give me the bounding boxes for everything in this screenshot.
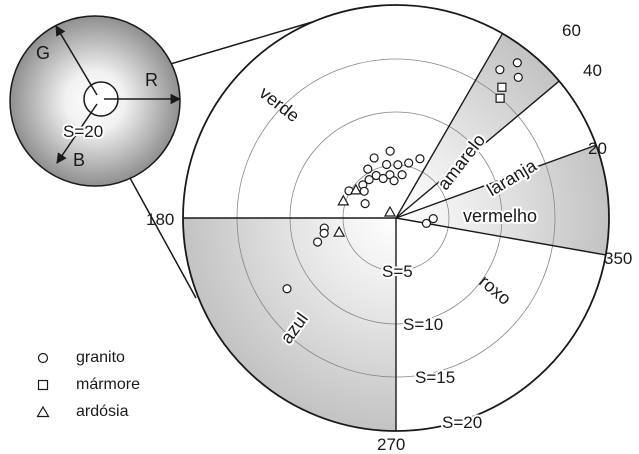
angle-label-350: 350 xyxy=(604,249,632,268)
angle-label-40: 40 xyxy=(583,61,602,80)
point-granito xyxy=(397,170,407,180)
point-ardosia xyxy=(333,225,346,237)
point-granito xyxy=(393,160,403,170)
sector-boundary-20 xyxy=(395,144,597,219)
polar-plot: 60 40 20 350 270 180 S=5 S=10 S=15 S=20 … xyxy=(146,4,632,454)
polar-outer-circle xyxy=(182,4,610,432)
angle-label-60: 60 xyxy=(562,21,581,40)
point-granito xyxy=(378,173,388,184)
point-granito xyxy=(415,154,425,164)
legend-item-granito: granito xyxy=(24,344,140,371)
sphere-axis-label-r: R xyxy=(145,70,158,90)
legend-label: mármore xyxy=(76,375,141,393)
point-granito xyxy=(385,146,395,156)
sphere-saturation-label: S=20 xyxy=(63,122,103,141)
sector-label-vermelho: vermelho xyxy=(463,206,537,226)
sector-shade-vermelho xyxy=(396,145,609,255)
point-ardosia xyxy=(337,194,350,206)
angle-label-180: 180 xyxy=(146,210,174,229)
sphere-axis-label-g: G xyxy=(36,43,50,63)
sector-boundary-60 xyxy=(395,33,504,219)
point-granito xyxy=(389,176,399,186)
point-granito xyxy=(359,186,369,196)
sample-points xyxy=(282,58,523,294)
sphere-axis-label-b: B xyxy=(73,150,85,170)
ring-label-s20: S=20 xyxy=(442,413,482,432)
point-granito xyxy=(513,72,523,82)
sector-shade-azul xyxy=(183,218,396,431)
point-granito xyxy=(495,65,505,75)
angle-label-270: 270 xyxy=(377,435,405,454)
point-granito xyxy=(282,284,292,294)
point-granito xyxy=(360,199,370,209)
legend-label: granito xyxy=(76,348,125,366)
circle-marker-icon xyxy=(24,351,62,365)
point-granito xyxy=(364,175,374,185)
point-marmore xyxy=(495,93,505,103)
legend-item-ardosia: ardósia xyxy=(24,398,140,425)
ring-label-s10: S=10 xyxy=(403,315,443,334)
sector-boundary-350 xyxy=(395,217,606,256)
point-ardosia xyxy=(383,205,396,217)
sector-boundary-40 xyxy=(395,80,560,219)
legend: granito mármore ardósia xyxy=(24,344,140,425)
point-granito xyxy=(404,158,414,168)
angle-label-20: 20 xyxy=(588,139,607,158)
point-granito xyxy=(369,153,379,163)
point-granito xyxy=(512,58,522,68)
point-granito xyxy=(319,228,329,238)
point-granito xyxy=(312,237,323,247)
sector-boundaries xyxy=(183,33,606,431)
triangle-marker-icon xyxy=(24,405,62,419)
point-granito xyxy=(381,159,392,170)
g-axis-arrow xyxy=(55,25,98,96)
point-granito xyxy=(428,214,438,224)
legend-item-marmore: mármore xyxy=(24,371,140,398)
square-marker-icon xyxy=(24,378,62,392)
ring-label-s15: S=15 xyxy=(415,368,455,387)
point-ardosia xyxy=(349,183,362,195)
ring-label-s5: S=5 xyxy=(382,262,413,281)
rgb-sphere: G R B S=20 xyxy=(9,15,182,187)
point-marmore xyxy=(497,82,507,92)
b-axis-arrow xyxy=(56,103,98,164)
legend-label: ardósia xyxy=(76,402,129,420)
point-granito xyxy=(421,218,432,228)
point-granito xyxy=(363,164,373,174)
